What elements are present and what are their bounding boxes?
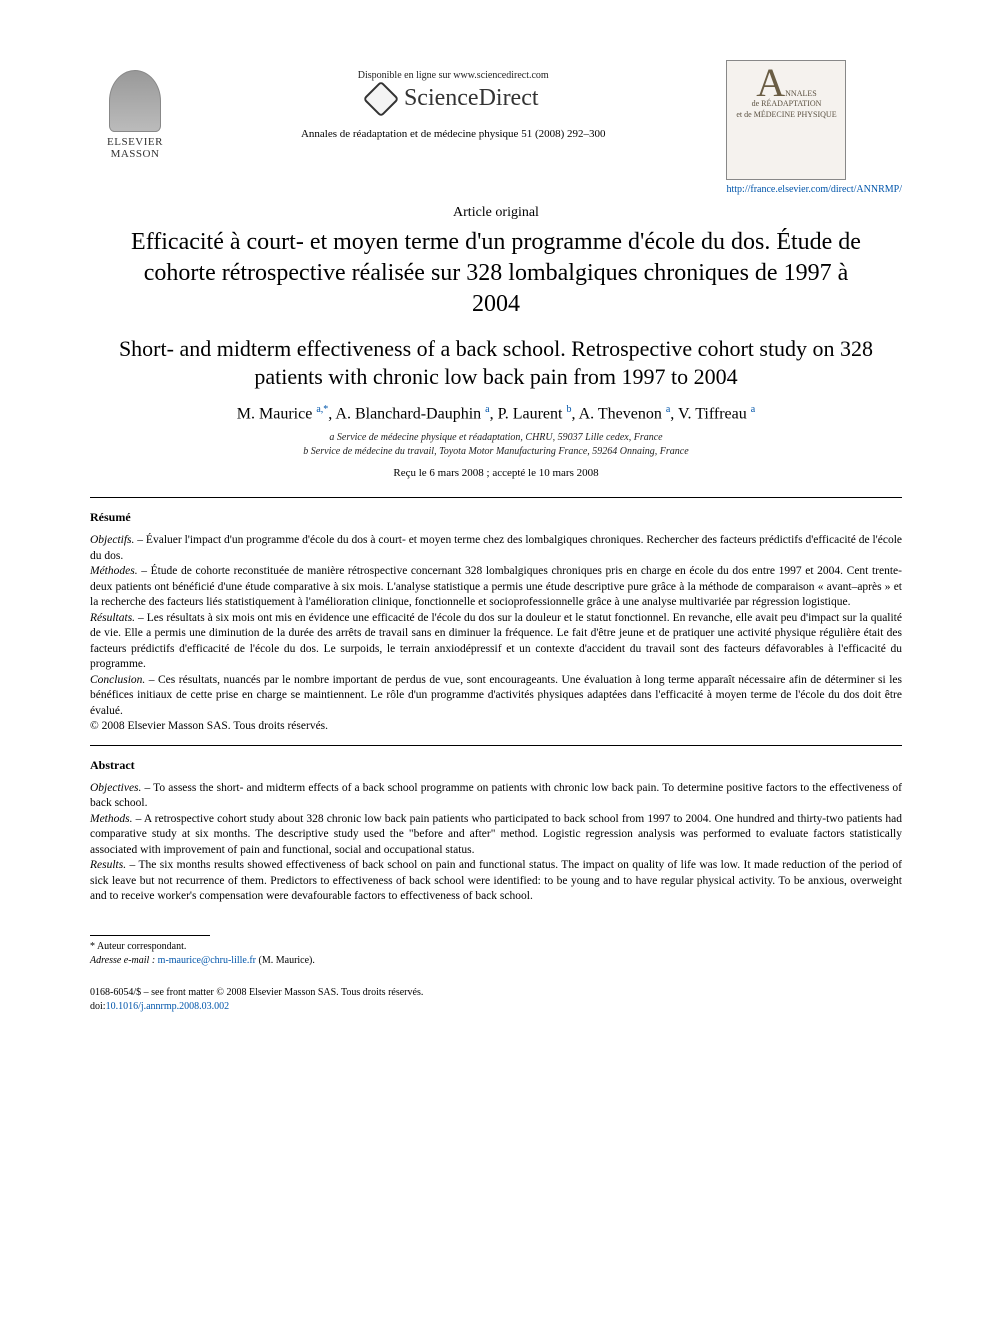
affiliation-b: b Service de médecine du travail, Toyota…	[90, 445, 902, 459]
resume-conclusion: Ces résultats, nuancés par le nombre imp…	[90, 674, 902, 717]
email-person: (M. Maurice).	[259, 955, 315, 966]
issn-line: 0168-6054/$ – see front matter © 2008 El…	[90, 986, 902, 1000]
citation-line: Annales de réadaptation et de médecine p…	[180, 128, 726, 140]
journal-url[interactable]: http://france.elsevier.com/direct/ANNRMP…	[726, 184, 902, 195]
resume-objectifs-label: Objectifs. –	[90, 534, 143, 546]
footnote-rule	[90, 935, 210, 936]
availability-line: Disponible en ligne sur www.sciencedirec…	[180, 70, 726, 81]
footer: 0168-6054/$ – see front matter © 2008 El…	[90, 986, 902, 1014]
journal-cover-icon: ANNALES de RÉADAPTATION et de MÉDECINE P…	[726, 60, 846, 180]
elsevier-tree-icon	[109, 70, 161, 132]
authors-line: M. Maurice a,*, A. Blanchard-Dauphin a, …	[90, 404, 902, 423]
title-english: Short- and midterm effectiveness of a ba…	[100, 335, 892, 392]
divider-mid	[90, 745, 902, 746]
doi-label: doi:	[90, 1001, 106, 1012]
sciencedirect-icon	[363, 80, 400, 117]
publisher-name: ELSEVIER MASSON	[107, 136, 163, 160]
resume-resultats: Les résultats à six mois ont mis en évid…	[90, 612, 902, 671]
email-label: Adresse e-mail :	[90, 955, 155, 966]
abstract-methods-label: Methods. –	[90, 813, 141, 825]
resume-resultats-label: Résultats. –	[90, 612, 144, 624]
abstract-objectives-label: Objectives. –	[90, 782, 150, 794]
resume-body: Objectifs. – Évaluer l'impact d'un progr…	[90, 533, 902, 735]
email-link[interactable]: m-maurice@chru-lille.fr	[158, 955, 256, 966]
abstract-objectives: To assess the short- and midterm effects…	[90, 782, 902, 810]
publisher-name-line2: MASSON	[111, 148, 160, 160]
abstract-body: Objectives. – To assess the short- and m…	[90, 781, 902, 905]
email-line: Adresse e-mail : m-maurice@chru-lille.fr…	[90, 954, 902, 968]
article-type: Article original	[90, 205, 902, 221]
abstract-results: The six months results showed effectiven…	[90, 859, 902, 902]
article-dates: Reçu le 6 mars 2008 ; accepté le 10 mars…	[90, 467, 902, 479]
sciencedirect-brand: ScienceDirect	[368, 85, 539, 112]
resume-copyright: © 2008 Elsevier Masson SAS. Tous droits …	[90, 720, 328, 732]
page-container: ELSEVIER MASSON Disponible en ligne sur …	[0, 0, 992, 1054]
sciencedirect-text: ScienceDirect	[404, 85, 539, 112]
journal-line3: et de MÉDECINE PHYSIQUE	[736, 110, 836, 119]
affiliation-a: a Service de médecine physique et réadap…	[90, 431, 902, 445]
footnotes: * Auteur correspondant. Adresse e-mail :…	[90, 940, 902, 968]
abstract-methods: A retrospective cohort study about 328 c…	[90, 813, 902, 856]
doi-line: doi:10.1016/j.annrmp.2008.03.002	[90, 1000, 902, 1014]
resume-objectifs: Évaluer l'impact d'un programme d'école …	[90, 534, 902, 562]
resume-conclusion-label: Conclusion. –	[90, 674, 155, 686]
journal-line1: NNALES	[785, 89, 817, 98]
doi-link[interactable]: 10.1016/j.annrmp.2008.03.002	[106, 1001, 230, 1012]
publisher-logo: ELSEVIER MASSON	[90, 60, 180, 170]
corresponding-author: * Auteur correspondant.	[90, 940, 902, 954]
journal-line2: de RÉADAPTATION	[752, 99, 822, 108]
resume-methodes: Étude de cohorte reconstituée de manière…	[90, 565, 902, 608]
divider-top	[90, 497, 902, 498]
journal-block: ANNALES de RÉADAPTATION et de MÉDECINE P…	[726, 60, 902, 195]
resume-heading: Résumé	[90, 510, 902, 525]
resume-methodes-label: Méthodes. –	[90, 565, 147, 577]
publisher-name-line1: ELSEVIER	[107, 136, 163, 148]
header-row: ELSEVIER MASSON Disponible en ligne sur …	[90, 60, 902, 195]
abstract-results-label: Results. –	[90, 859, 135, 871]
abstract-heading: Abstract	[90, 758, 902, 773]
affiliations: a Service de médecine physique et réadap…	[90, 431, 902, 459]
title-french: Efficacité à court- et moyen terme d'un …	[120, 227, 872, 321]
center-header: Disponible en ligne sur www.sciencedirec…	[180, 60, 726, 140]
